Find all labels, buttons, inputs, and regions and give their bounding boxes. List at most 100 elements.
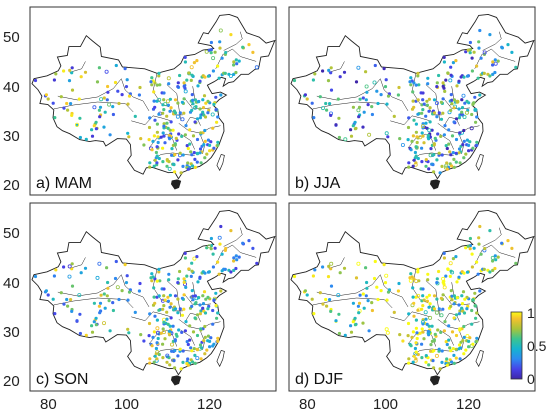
station-point xyxy=(163,337,167,341)
station-point xyxy=(470,56,474,60)
station-point xyxy=(183,55,187,60)
boundary-line xyxy=(53,101,134,113)
station-point xyxy=(440,349,444,353)
station-point xyxy=(303,93,307,97)
station-point xyxy=(92,124,96,128)
station-point xyxy=(198,116,202,120)
colorbar-gradient xyxy=(510,311,523,380)
station-point xyxy=(491,259,495,263)
station-point xyxy=(435,85,439,89)
station-point xyxy=(98,115,102,119)
station-point xyxy=(166,76,171,81)
station-point xyxy=(235,62,239,66)
station-point xyxy=(102,321,107,326)
station-point xyxy=(415,331,419,335)
station-point xyxy=(181,164,185,168)
station-point xyxy=(326,275,331,279)
station-point xyxy=(67,264,72,269)
station-point xyxy=(199,327,203,331)
station-point xyxy=(464,110,469,115)
station-point xyxy=(454,151,458,155)
station-point xyxy=(420,307,424,311)
station-point xyxy=(117,297,121,302)
station-point xyxy=(409,148,413,152)
station-point xyxy=(168,324,172,328)
station-point xyxy=(452,302,456,306)
station-point xyxy=(99,97,104,102)
station-point xyxy=(111,112,115,117)
station-point xyxy=(470,298,475,303)
station-point xyxy=(329,71,333,75)
station-point xyxy=(343,137,348,142)
station-point xyxy=(468,247,472,251)
station-point xyxy=(155,154,159,158)
boundary-line xyxy=(444,117,460,126)
station-point xyxy=(412,158,416,162)
station-point xyxy=(161,131,165,135)
station-point xyxy=(209,336,213,340)
station-point xyxy=(426,133,430,137)
station-point xyxy=(361,96,365,100)
station-point xyxy=(351,124,355,128)
station-point xyxy=(232,268,236,272)
station-point xyxy=(465,295,469,299)
station-point xyxy=(457,107,461,111)
station-point xyxy=(414,341,418,345)
station-point xyxy=(406,125,411,130)
station-point xyxy=(162,98,166,102)
station-point xyxy=(206,334,210,338)
station-point xyxy=(177,328,181,332)
station-point xyxy=(154,346,158,351)
station-point xyxy=(182,97,186,101)
station-point xyxy=(105,294,109,298)
station-point xyxy=(475,115,479,119)
station-point xyxy=(450,294,454,298)
station-point xyxy=(216,64,220,68)
station-point xyxy=(115,285,120,290)
station-point xyxy=(357,115,361,119)
boundary-line xyxy=(390,311,430,321)
station-point xyxy=(157,74,161,78)
station-point xyxy=(218,46,222,50)
station-point xyxy=(365,280,369,285)
station-point xyxy=(435,297,439,301)
station-point xyxy=(213,246,217,250)
station-point xyxy=(159,135,163,139)
station-point xyxy=(437,269,441,274)
station-point xyxy=(158,83,162,87)
station-point xyxy=(102,96,106,100)
station-point xyxy=(165,158,169,162)
station-point xyxy=(237,59,241,63)
station-point xyxy=(452,294,456,298)
station-point xyxy=(449,93,453,97)
station-point xyxy=(357,105,362,109)
station-point xyxy=(193,120,197,124)
station-point xyxy=(462,311,467,315)
station-point xyxy=(157,308,161,312)
station-point xyxy=(482,71,486,75)
station-point xyxy=(465,74,470,78)
station-point xyxy=(462,271,466,275)
station-point xyxy=(506,43,510,47)
station-point xyxy=(311,274,315,278)
station-point xyxy=(416,74,420,78)
station-point xyxy=(366,103,370,107)
station-point xyxy=(156,140,160,145)
y-tick-label: 30 xyxy=(3,324,20,341)
station-point xyxy=(442,329,446,333)
station-point xyxy=(334,123,338,127)
station-point xyxy=(354,276,359,280)
boundary-line xyxy=(290,13,535,180)
station-point xyxy=(470,322,474,326)
station-point xyxy=(421,287,425,291)
station-point xyxy=(414,83,418,87)
station-point xyxy=(467,345,471,349)
station-point xyxy=(78,331,82,336)
station-point xyxy=(384,327,389,332)
station-point xyxy=(510,50,514,55)
station-point xyxy=(425,126,429,130)
station-point xyxy=(70,88,75,92)
station-point xyxy=(95,275,100,280)
station-point xyxy=(465,307,469,311)
station-point xyxy=(462,115,467,120)
